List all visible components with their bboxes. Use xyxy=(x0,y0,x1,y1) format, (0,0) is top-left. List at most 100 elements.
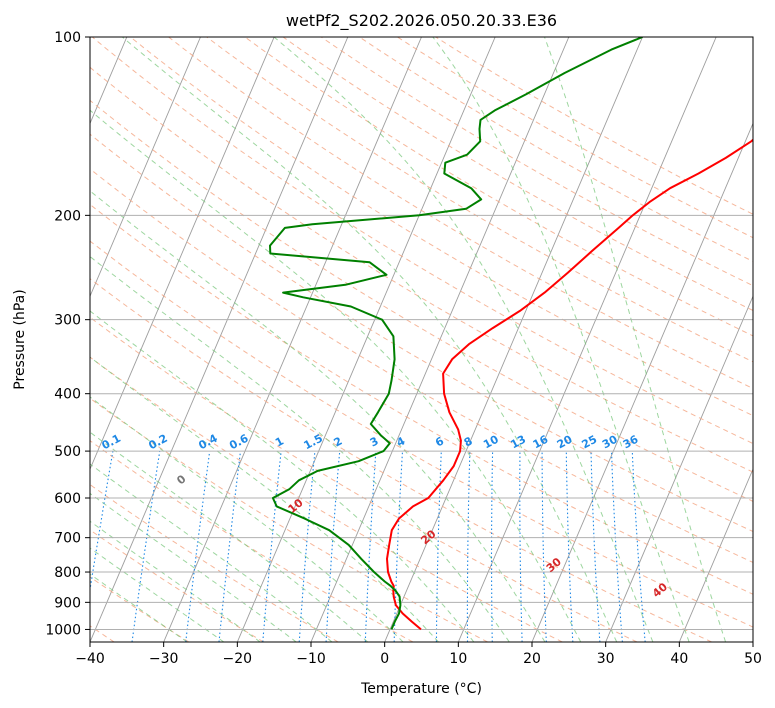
mixing-ratio-label: 1 xyxy=(273,434,286,449)
moist-adiabat-line xyxy=(90,190,546,642)
x-tick-label: −40 xyxy=(75,651,105,667)
isotherm-line xyxy=(678,467,753,642)
y-tick-label: 700 xyxy=(54,531,81,547)
isotherm-line xyxy=(236,37,496,642)
isotherm-line xyxy=(752,640,753,642)
mixing-ratio-label: 4 xyxy=(394,434,407,449)
dry-adiabat-line xyxy=(90,316,638,642)
moist-adiabat-label: 10 xyxy=(286,496,306,516)
dry-adiabat-line xyxy=(90,66,753,473)
dry-adiabat-line xyxy=(90,483,339,642)
dry-adiabat-line xyxy=(358,37,753,263)
moist-adiabat-line xyxy=(544,37,727,642)
dry-adiabat-line xyxy=(90,278,712,642)
mixing-ratio-label: 13 xyxy=(508,433,528,452)
moist-adiabat-line xyxy=(90,520,261,642)
isotherm-line xyxy=(90,37,349,642)
isotherm-line xyxy=(90,37,201,298)
dry-adiabat-line xyxy=(244,37,753,337)
mixing-ratio-label: 16 xyxy=(531,433,551,452)
moist-adiabat-line xyxy=(273,37,654,642)
moist-adiabat-label: 0 xyxy=(174,472,188,487)
mixing-ratio-label: 10 xyxy=(481,433,501,452)
mixing-ratio-line xyxy=(218,451,242,642)
mixing-ratio-line xyxy=(364,451,377,642)
mixing-ratio-line xyxy=(262,451,282,642)
mixing-ratio-line xyxy=(631,451,646,642)
line-labels: 0.1 0.2 0.4 0.6 1 1.5 2 3 4 6 8 10 13 16 20 25 30 3601020… xyxy=(100,432,671,601)
dry-adiabat-line xyxy=(396,37,753,239)
mixing-ratio-line xyxy=(610,451,623,642)
moist-adiabat-line xyxy=(90,310,475,642)
dry-adiabat-line xyxy=(90,440,414,642)
dry-adiabat-line xyxy=(167,37,753,389)
mixing-ratio-label: 0.1 xyxy=(100,432,123,453)
mixing-ratio-line xyxy=(90,451,114,594)
mixing-ratio-label: 20 xyxy=(555,433,575,452)
mixing-ratio-line xyxy=(565,451,574,642)
dry-adiabat-line xyxy=(90,99,753,502)
isotherm-line xyxy=(531,122,753,642)
moist-adiabat-line xyxy=(90,356,439,642)
moist-adiabat-line xyxy=(90,109,582,642)
mixing-ratio-line xyxy=(131,451,161,642)
dry-adiabat-line xyxy=(282,37,753,312)
dry-adiabat-line xyxy=(90,576,190,642)
dry-adiabat-line xyxy=(205,37,753,363)
moist-adiabat-label: 40 xyxy=(650,580,670,600)
mixing-ratio-line xyxy=(185,451,211,642)
mixing-ratio-label: 6 xyxy=(433,434,446,449)
mixing-ratio-line xyxy=(435,451,442,642)
mixing-ratio-line xyxy=(519,451,523,642)
y-tick-label: 500 xyxy=(54,444,81,460)
chart-title: wetPf2_S202.2026.050.20.33.E36 xyxy=(286,11,557,31)
x-tick-label: −20 xyxy=(223,651,253,667)
x-axis-label: Temperature (°C) xyxy=(360,681,482,697)
moist-adiabat-line xyxy=(90,463,333,642)
temperature-profile-line xyxy=(386,138,753,631)
mixing-ratio-label: 3 xyxy=(368,434,381,449)
isotherm-line xyxy=(90,37,275,471)
x-tick-label: 0 xyxy=(380,651,389,667)
x-tick-label: 20 xyxy=(523,651,541,667)
moist-adiabat-line xyxy=(90,573,188,642)
mixing-ratio-label: 36 xyxy=(621,433,641,452)
y-tick-label: 300 xyxy=(54,313,81,329)
pressure-gridlines xyxy=(90,37,753,630)
mixing-ratio-label: 2 xyxy=(332,434,345,449)
isotherm-line xyxy=(384,37,643,642)
y-axis: 100 200 300 400 500 600 700 800 900 1000 xyxy=(45,30,90,638)
y-tick-label: 200 xyxy=(54,208,81,224)
moist-adiabat-line xyxy=(90,255,510,642)
y-tick-label: 400 xyxy=(54,387,81,403)
dry-adiabat-line xyxy=(90,356,563,642)
x-axis: −40 −30 −20 −10 0 10 20 30 40 50 xyxy=(75,642,762,667)
isotherm-line xyxy=(457,37,717,642)
dry-adiabat-line xyxy=(90,133,753,533)
mixing-ratio-line xyxy=(466,451,471,642)
x-tick-label: 30 xyxy=(597,651,615,667)
dry-adiabat-line xyxy=(90,203,753,595)
x-tick-label: −10 xyxy=(296,651,326,667)
profiles xyxy=(269,37,753,631)
mixing-ratio-label: 0.6 xyxy=(227,432,251,453)
isotherm-line xyxy=(163,37,422,642)
moist-adiabat-line xyxy=(90,396,404,642)
moist-adiabat-line xyxy=(90,547,225,642)
x-tick-label: 40 xyxy=(670,651,688,667)
dry-adiabat-line xyxy=(129,37,753,417)
x-tick-label: 10 xyxy=(449,651,467,667)
y-tick-label: 600 xyxy=(54,491,81,507)
moist-adiabat-label: 20 xyxy=(418,527,438,547)
moist-adiabat-line xyxy=(90,492,297,642)
background-lines xyxy=(90,37,753,642)
mixing-ratio-label: 0.2 xyxy=(146,432,169,453)
y-tick-label: 1000 xyxy=(45,622,81,638)
mixing-ratio-line xyxy=(490,451,494,642)
dry-adiabat-line xyxy=(320,37,753,287)
x-tick-label: −30 xyxy=(149,651,179,667)
mixing-ratio-label: 30 xyxy=(600,433,620,452)
x-tick-label: 50 xyxy=(744,651,762,667)
dry-adiabat-line xyxy=(91,37,753,445)
